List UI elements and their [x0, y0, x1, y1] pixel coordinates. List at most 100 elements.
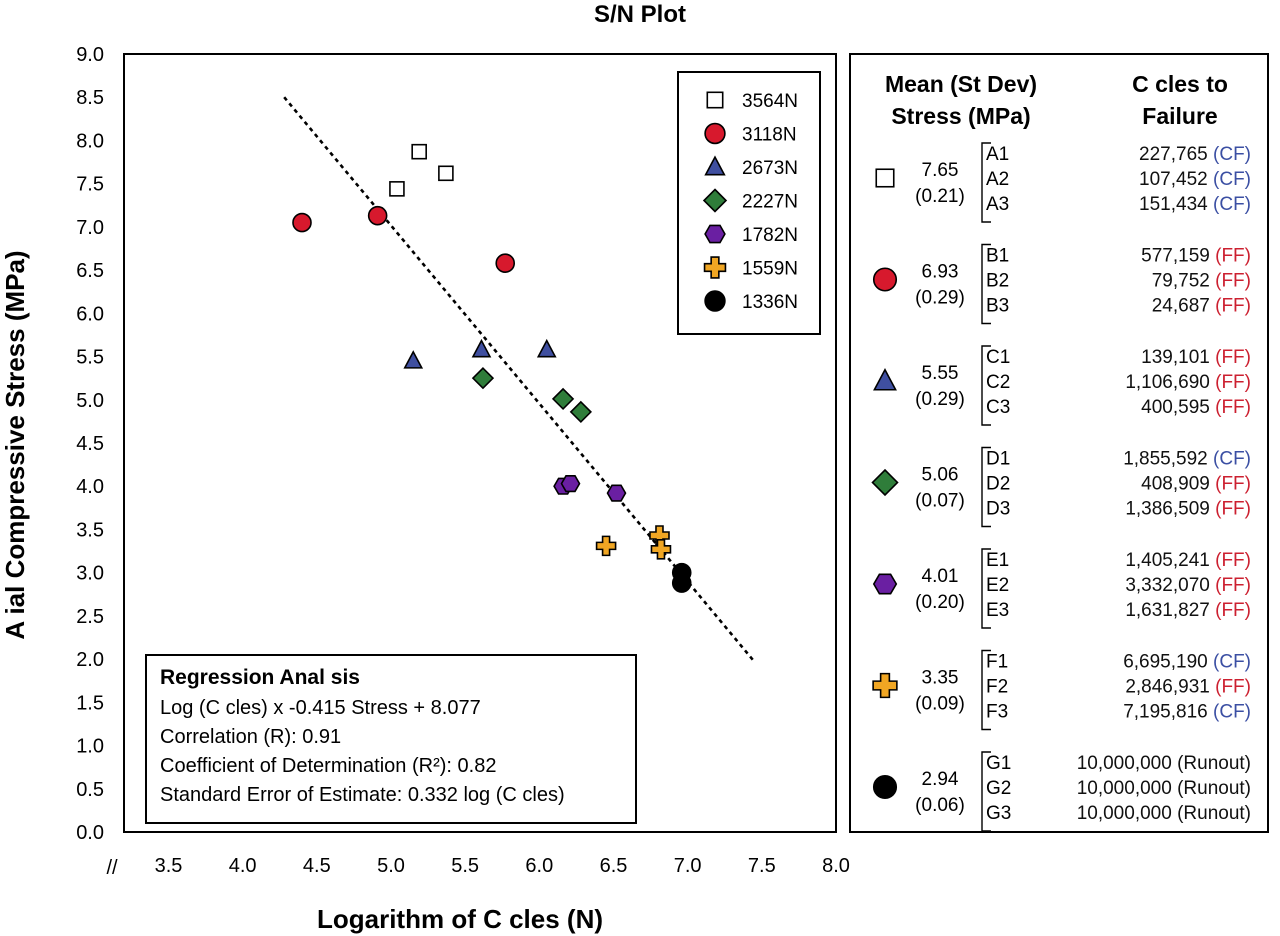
- table-cycles-value: 1,386,509 (FF): [1125, 499, 1251, 520]
- failure-mode: (FF): [1215, 347, 1251, 368]
- cycles-number: 79,752: [1152, 271, 1215, 292]
- legend-marker-1336N: [704, 290, 726, 312]
- data-point-2673N: [536, 338, 557, 358]
- y-tick-label: 1.5: [76, 692, 104, 714]
- x-tick-label: 8.0: [822, 855, 850, 877]
- table-specimen-id: A3: [986, 194, 1009, 215]
- y-tick-label: 7.0: [76, 217, 104, 239]
- table-specimen-id: G1: [986, 753, 1011, 774]
- cycles-number: 1,386,509: [1125, 499, 1215, 520]
- table-bracket: [981, 142, 991, 223]
- y-tick-label: 6.5: [76, 260, 104, 282]
- cycles-number: 10,000,000: [1077, 753, 1177, 774]
- regression-box: Regression Anal sis Log (C cles) x -0.41…: [145, 654, 637, 824]
- y-tick-label: 2.5: [76, 606, 104, 628]
- table-bracket: [981, 751, 991, 832]
- data-point-2227N: [551, 387, 575, 411]
- failure-mode: (FF): [1215, 296, 1251, 317]
- table-header-right-line1: C cles to: [1132, 71, 1228, 97]
- table-cycles-value: 1,631,827 (FF): [1125, 600, 1251, 621]
- table-std-dev: (0.21): [915, 186, 965, 207]
- table-marker-2673N: [873, 368, 897, 391]
- table-specimen-id: C3: [986, 397, 1010, 418]
- regression-std-error: Standard Error of Estimate: 0.332 log (C…: [160, 784, 565, 806]
- cycles-number: 139,101: [1141, 347, 1215, 368]
- axis-break-label: //: [106, 857, 118, 879]
- cycles-number: 1,855,592: [1123, 449, 1213, 470]
- legend-label: 3564N: [742, 91, 798, 112]
- failure-mode: (FF): [1215, 600, 1251, 621]
- data-point-1782N: [560, 474, 581, 493]
- cycles-number: 10,000,000: [1077, 778, 1177, 799]
- table-cycles-value: 1,106,690 (FF): [1125, 372, 1251, 393]
- table-mean-value: 5.06: [922, 465, 959, 486]
- table-mean-value: 2.94: [922, 769, 959, 790]
- failure-mode: (FF): [1215, 372, 1251, 393]
- data-point-3118N: [367, 205, 388, 226]
- failure-mode: (FF): [1215, 499, 1251, 520]
- failure-mode: (CF): [1213, 652, 1251, 673]
- x-tick-label: 5.0: [377, 855, 405, 877]
- table-std-dev: (0.07): [915, 491, 965, 512]
- y-tick-label: 5.0: [76, 390, 104, 412]
- y-tick-label: 0.0: [76, 822, 104, 844]
- table-cycles-value: 139,101 (FF): [1141, 347, 1251, 368]
- table-std-dev: (0.06): [915, 795, 965, 816]
- cycles-number: 1,631,827: [1125, 600, 1215, 621]
- x-tick-label: 4.0: [229, 855, 257, 877]
- table-mean-value: 7.65: [922, 160, 959, 181]
- table-cycles-value: 1,855,592 (CF): [1123, 449, 1251, 470]
- legend-marker-3118N: [704, 122, 726, 145]
- table-specimen-id: E2: [986, 575, 1009, 596]
- legend-label: 3118N: [742, 125, 797, 146]
- failure-mode: (CF): [1213, 449, 1251, 470]
- y-tick-label: 0.5: [76, 779, 104, 801]
- table-std-dev: (0.29): [915, 389, 965, 410]
- table-cycles-value: 10,000,000 (Runout): [1077, 778, 1251, 799]
- table-cycles-value: 24,687 (FF): [1152, 296, 1251, 317]
- table-bracket: [981, 649, 991, 731]
- failure-mode: (Runout): [1177, 778, 1251, 799]
- cycles-number: 400,595: [1141, 397, 1215, 418]
- table-header-left-line2: Stress (MPa): [891, 103, 1030, 129]
- table-specimen-id: D1: [986, 449, 1010, 470]
- table-bracket: [981, 345, 991, 426]
- legend-marker-2227N: [702, 188, 728, 213]
- failure-mode: (FF): [1215, 246, 1251, 267]
- table-bracket: [981, 446, 991, 528]
- table-specimen-id: E3: [986, 600, 1009, 621]
- y-tick-label: 8.5: [76, 87, 104, 109]
- x-axis-label: Logarithm of C cles (N): [317, 904, 603, 934]
- table-marker-3564N: [875, 168, 895, 188]
- legend-marker-2673N: [704, 155, 726, 176]
- legend-marker-1559N: [703, 256, 727, 279]
- table-specimen-id: G2: [986, 778, 1011, 799]
- y-tick-label: 3.0: [76, 563, 104, 585]
- table-std-dev: (0.09): [915, 694, 965, 715]
- table-cycles-value: 10,000,000 (Runout): [1077, 753, 1251, 774]
- data-point-1559N: [650, 539, 672, 560]
- table-specimen-id: A2: [986, 169, 1009, 190]
- legend-label: 2673N: [742, 158, 798, 179]
- legend-label: 1336N: [742, 292, 798, 313]
- table-specimen-id: E1: [986, 550, 1009, 571]
- table-header-right-line2: Failure: [1142, 103, 1217, 129]
- table-bracket: [981, 548, 991, 629]
- y-tick-label: 7.5: [76, 174, 104, 196]
- table-specimen-id: D2: [986, 474, 1010, 495]
- y-tick-label: 3.5: [76, 519, 104, 541]
- table-specimen-id: D3: [986, 499, 1010, 520]
- table-mean-value: 5.55: [922, 363, 959, 384]
- table-bracket: [981, 243, 991, 325]
- failure-mode: (FF): [1215, 677, 1251, 698]
- table-cycles-value: 2,846,931 (FF): [1125, 677, 1251, 698]
- cycles-number: 10,000,000: [1077, 803, 1177, 824]
- table-marker-3118N: [872, 267, 898, 292]
- failure-mode: (FF): [1215, 550, 1251, 571]
- plot-area-frame: [123, 53, 837, 833]
- cycles-number: 107,452: [1139, 169, 1213, 190]
- cycles-number: 2,846,931: [1125, 677, 1215, 698]
- x-tick-label: 3.5: [155, 855, 183, 877]
- failure-mode: (Runout): [1177, 803, 1251, 824]
- regression-correlation: Correlation (R): 0.91: [160, 726, 341, 748]
